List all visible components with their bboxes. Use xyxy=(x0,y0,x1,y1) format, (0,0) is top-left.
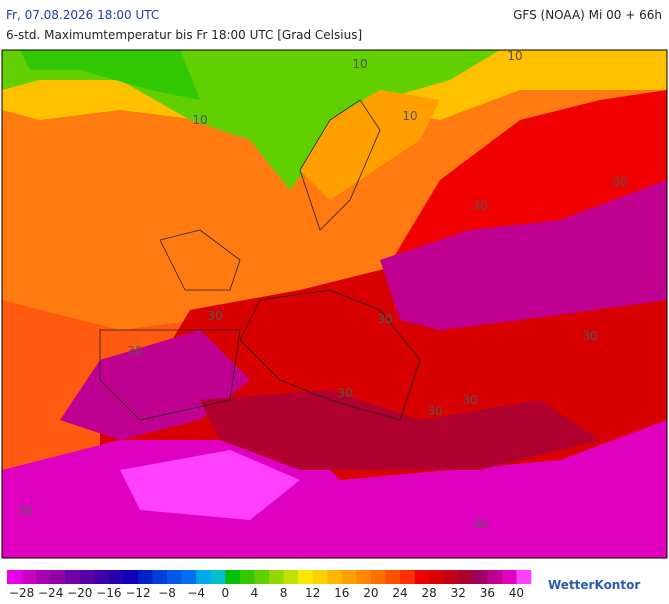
colorbar-swatch xyxy=(225,570,241,584)
colorbar-swatch xyxy=(123,570,139,584)
colorbar-label: 12 xyxy=(305,586,320,600)
brand: WetterKontor xyxy=(548,578,640,592)
colorbar-swatch xyxy=(50,570,66,584)
colorbar-swatch xyxy=(196,570,212,584)
colorbar-swatch xyxy=(370,570,386,584)
colorbar-label: 32 xyxy=(451,586,466,600)
colorbar-swatch xyxy=(356,570,372,584)
contour-label: 30 xyxy=(472,517,487,531)
contour-label: 30 xyxy=(17,504,32,518)
colorbar-label: −8 xyxy=(158,586,176,600)
colorbar-swatch xyxy=(254,570,270,584)
colorbar-label: −16 xyxy=(96,586,121,600)
header-model: GFS (NOAA) Mi 00 + 66h xyxy=(513,8,662,22)
colorbar-swatch xyxy=(458,570,474,584)
contour-label: 10 xyxy=(507,49,522,63)
map xyxy=(2,50,667,558)
contour-label: 30 xyxy=(337,386,352,400)
contour-label: 30 xyxy=(472,199,487,213)
colorbar-swatch xyxy=(79,570,95,584)
colorbar-swatch xyxy=(312,570,328,584)
colorbar-swatch xyxy=(429,570,444,584)
colorbar-label: 8 xyxy=(280,586,288,600)
contour-label: 30 xyxy=(207,309,222,323)
colorbar-label: 20 xyxy=(363,586,378,600)
colorbar-swatch xyxy=(21,570,37,584)
map-frame xyxy=(1,49,668,559)
colorbar-swatch xyxy=(152,570,168,584)
colorbar-label: 0 xyxy=(222,586,230,600)
contour-label: 30 xyxy=(462,393,477,407)
colorbar-swatch xyxy=(283,570,299,584)
colorbar-swatch xyxy=(65,570,81,584)
contour-label: 30 xyxy=(127,344,142,358)
colorbar-label: 16 xyxy=(334,586,349,600)
colorbar-label: 28 xyxy=(421,586,436,600)
colorbar-swatch xyxy=(210,570,226,584)
contour-label: 10 xyxy=(352,57,367,71)
colorbar-swatch xyxy=(167,570,182,584)
colorbar-label: −12 xyxy=(125,586,150,600)
colorbar-label: −4 xyxy=(187,586,205,600)
colorbar-swatch xyxy=(36,570,51,584)
colorbar-swatch xyxy=(414,570,430,584)
colorbar-swatch xyxy=(400,570,415,584)
colorbar-swatch xyxy=(501,570,517,584)
colorbar-swatch xyxy=(516,570,532,584)
contour-label: 30 xyxy=(582,329,597,343)
colorbar-swatch xyxy=(138,570,153,584)
colorbar-label: −24 xyxy=(38,586,63,600)
colorbar-swatch xyxy=(239,570,255,584)
colorbar-swatch xyxy=(108,570,124,584)
colorbar-swatch xyxy=(487,570,503,584)
colorbar-swatch xyxy=(443,570,459,584)
colorbar-swatch xyxy=(327,570,343,584)
colorbar-label: 4 xyxy=(251,586,259,600)
colorbar-swatch xyxy=(94,570,110,584)
contour-label: 30 xyxy=(427,404,442,418)
colorbar-swatch xyxy=(385,570,401,584)
colorbar-swatch xyxy=(341,570,357,584)
header-subtitle: 6-std. Maximumtemperatur bis Fr 18:00 UT… xyxy=(6,28,362,42)
colorbar-label: −28 xyxy=(9,586,34,600)
contour-label: 30 xyxy=(612,175,627,189)
contour-label: 10 xyxy=(402,109,417,123)
colorbar-swatch xyxy=(181,570,197,584)
colorbar-label: 36 xyxy=(480,586,495,600)
colorbar-swatch xyxy=(7,570,22,584)
colorbar-swatch xyxy=(472,570,488,584)
colorbar-label: 40 xyxy=(509,586,524,600)
contour-label: 30 xyxy=(377,312,392,326)
colorbar-label: −20 xyxy=(67,586,92,600)
colorbar-label: 24 xyxy=(392,586,407,600)
colorbar-swatch xyxy=(298,570,313,584)
contour-label: 10 xyxy=(192,113,207,127)
colorbar-swatch xyxy=(269,570,284,584)
header-title: Fr, 07.08.2026 18:00 UTC xyxy=(6,8,159,22)
